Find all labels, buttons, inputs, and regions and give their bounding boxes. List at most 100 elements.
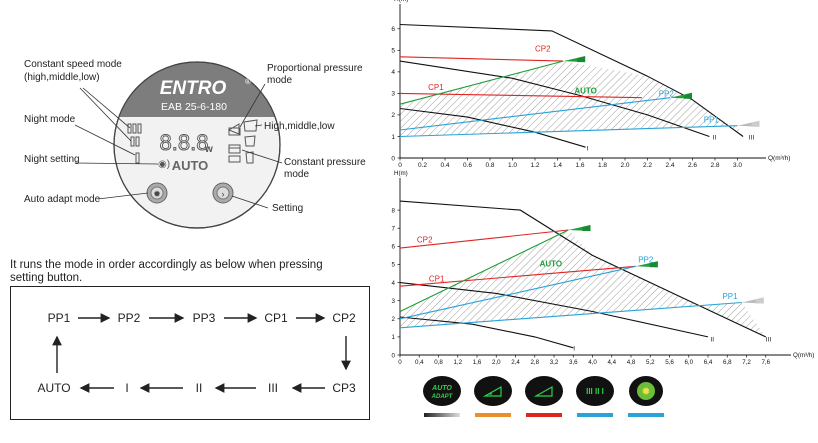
auto-adapt-button[interactable]: AUTO ADAPT [423,376,461,417]
x-tick-label: 0 [398,162,402,169]
label-constant-pressure-sub: mode [284,169,309,180]
series-line-pp2 [399,265,636,320]
x-tick-label: 0.8 [485,162,494,169]
x-tick-label: 1.0 [508,162,517,169]
step-cp2: CP2 [332,311,356,325]
label-high-mid-low: High,middle,low [264,121,335,132]
y-tick-label: 1 [392,334,396,341]
constant-pressure-icon [533,385,553,397]
series-line-iii [399,23,744,137]
proportional-pressure-icon [227,123,241,136]
x-tick-label: 3,6 [569,359,578,366]
power-unit: w [204,144,213,155]
x-axis-label: Q(m³/h) [793,352,814,359]
level-indicators [243,119,258,164]
series-line-pp1 [399,125,738,138]
legend-buttons: AUTO ADAPT III II I ✹ [422,375,682,421]
y-tick-label: 2 [391,112,395,119]
brand-registered-mark: ® [245,77,251,86]
annotation-iii: III [749,135,755,142]
step-pp1: PP1 [48,311,71,325]
x-axis-label: Q(m³/h) [768,155,790,162]
constant-speed-icon: III II I [586,387,604,396]
svg-text:✹: ✹ [153,189,161,199]
x-tick-label: 7,6 [761,359,770,366]
svg-text:ADAPT: ADAPT [431,394,454,400]
operating-area-hatch [400,61,744,137]
series-line-cp2 [399,56,564,62]
step-iii: III [268,381,278,395]
label-constant-speed: Constant speed mode [24,59,122,70]
x-tick-label: 0.2 [418,162,427,169]
series-line-pp2 [399,97,671,131]
annotation-ii: II [710,336,714,343]
pump-curve-charts: 0 0.2 0.4 0.6 0.8 1.0 1.2 1.4 1.6 1.8 2.0 2.2 2.4 2.6… [391,0,814,366]
annotation-i: I [573,345,575,352]
y-axis-label: H(m) [394,170,408,177]
annotation-cp1: CP1 [429,275,445,284]
x-tick-label: 7,2 [742,359,751,366]
x-tick-label: 3,2 [550,359,559,366]
y-tick-label: 8 [392,207,396,214]
caption-line-1: It runs the mode in order accordingly as… [10,259,323,271]
step-cp1: CP1 [264,311,288,325]
x-tick-label: 5,2 [646,359,655,366]
x-tick-label: 1.8 [598,162,607,169]
x-tick-label: 2.6 [688,162,697,169]
caption-line-2: setting button. [10,272,83,284]
x-tick-label: 2.0 [620,162,629,169]
annotation-i: I [587,145,589,152]
annotation-pp1: PP1 [722,292,738,301]
step-ii: II [196,381,203,395]
annotation-pp1: PP1 [704,115,720,124]
x-tick-label: 4,8 [627,359,636,366]
label-night-mode: Night mode [24,114,76,125]
y-tick-label: 4 [391,69,395,76]
label-night-setting: Night setting [24,154,80,165]
annotation-cp2: CP2 [417,236,433,245]
constant-speed-button[interactable]: III II I [576,376,614,417]
label-setting: Setting [272,203,303,214]
y-tick-label: 6 [392,244,396,251]
model-name: EAB 25-6-180 [161,101,227,113]
x-tick-label: 4,0 [588,359,597,366]
label-constant-speed-sub: (high,middle,low) [24,72,100,83]
x-tick-label: 4,4 [607,359,616,366]
brand-logo: ENTRO [160,78,227,99]
series-line-auto [399,60,564,105]
x-tick-label: 1,6 [473,359,482,366]
x-tick-label: 2.4 [665,162,674,169]
y-axis-label: H(m) [394,0,408,3]
step-i: I [125,381,128,395]
y-tick-label: 0 [391,155,395,162]
annotation-iii: III [766,336,772,343]
x-tick-label: 1,2 [453,359,462,366]
step-pp3: PP3 [193,311,216,325]
mode-sequence-box: PP1 PP2 PP3 CP1 CP2 CP3 III II I AUTO [10,286,370,420]
proportional-pressure-button[interactable] [474,376,512,417]
night-mode-button[interactable]: ✹ [628,376,664,417]
x-tick-label: 1.2 [530,162,539,169]
label-auto-adapt: Auto adapt mode [24,194,101,205]
chart-upper: 0 0.2 0.4 0.6 0.8 1.0 1.2 1.4 1.6 1.8 2.0 2.2 2.4 2.6… [391,0,790,169]
annotation-cp2: CP2 [535,44,551,53]
series-line-cp1 [399,265,636,287]
setting-button[interactable]: › [212,182,234,204]
night-setting-button[interactable]: ✹ [146,182,168,204]
svg-text:›: › [222,189,225,199]
label-proportional-sub: mode [267,75,292,86]
constant-pressure-button[interactable] [525,376,563,417]
x-tick-label: 2,8 [530,359,539,366]
series-line-cp1 [399,92,642,99]
mode-sequence-diagram: PP1 PP2 PP3 CP1 CP2 CP3 III II I AUTO [37,311,356,395]
x-tick-label: 6,4 [704,359,713,366]
annotation-cp1: CP1 [428,83,444,92]
y-tick-label: 4 [392,280,396,287]
label-constant-pressure: Constant pressure [284,157,366,168]
y-tick-label: 2 [392,316,396,323]
speed-wedge-tip-pp1 [755,297,764,304]
y-tick-label: 3 [392,298,396,305]
y-tick-label: 1 [391,134,395,141]
proportional-pressure-icon [482,385,502,397]
series-line-i [399,316,574,349]
